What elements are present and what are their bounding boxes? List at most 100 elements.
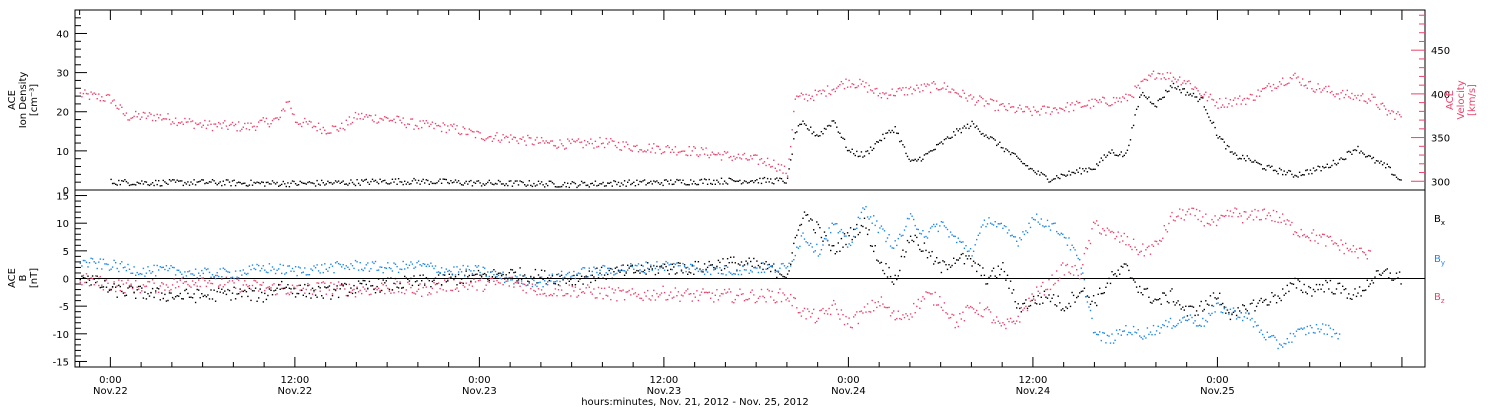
- data-point: [899, 87, 901, 89]
- xtick-time-label: 12:00: [649, 375, 678, 386]
- data-point: [653, 289, 655, 292]
- data-point: [1036, 173, 1038, 175]
- data-point: [334, 180, 337, 182]
- data-point: [817, 317, 820, 320]
- data-point: [611, 277, 613, 280]
- data-point: [1303, 85, 1305, 87]
- data-point: [1314, 91, 1316, 93]
- data-point: [231, 121, 234, 124]
- data-point: [1179, 304, 1181, 306]
- data-point: [347, 124, 349, 126]
- data-point: [1348, 150, 1350, 153]
- data-point: [1003, 105, 1006, 107]
- data-point: [580, 275, 583, 277]
- data-point: [324, 129, 326, 131]
- data-point: [416, 290, 418, 293]
- data-point: [1345, 288, 1347, 290]
- data-point: [1026, 309, 1029, 312]
- data-point: [860, 211, 863, 214]
- data-point: [580, 268, 583, 270]
- data-point: [376, 289, 378, 291]
- data-point: [647, 262, 649, 264]
- data-point: [337, 180, 340, 182]
- data-point: [471, 285, 474, 287]
- data-point: [1295, 175, 1298, 177]
- data-point: [765, 164, 767, 167]
- data-point: [1025, 164, 1027, 167]
- data-point: [836, 308, 838, 311]
- data-point: [1340, 239, 1342, 241]
- data-point: [722, 154, 724, 156]
- data-point: [516, 282, 518, 284]
- data-point: [617, 287, 620, 289]
- data-point: [216, 290, 218, 293]
- data-point: [1378, 273, 1381, 276]
- data-point: [742, 293, 744, 295]
- data-point: [500, 139, 503, 141]
- data-point: [258, 297, 260, 299]
- data-point: [1123, 330, 1125, 332]
- data-point: [1288, 169, 1290, 172]
- data-point: [791, 252, 793, 254]
- data-point: [148, 112, 151, 114]
- data-point: [507, 184, 509, 187]
- data-point: [877, 301, 879, 303]
- data-point: [367, 262, 369, 264]
- data-point: [414, 281, 417, 283]
- data-point: [710, 154, 712, 156]
- data-point: [407, 278, 409, 280]
- data-point: [1103, 154, 1105, 156]
- data-point: [877, 141, 879, 143]
- data-point: [254, 268, 257, 271]
- xtick-date-label: Nov.23: [462, 386, 497, 397]
- data-point: [1392, 111, 1395, 113]
- data-point: [900, 235, 903, 237]
- data-point: [859, 217, 861, 220]
- data-point: [174, 296, 177, 298]
- data-point: [1128, 94, 1130, 96]
- data-point: [274, 272, 277, 275]
- data-point: [228, 280, 231, 282]
- ytick-label-density: 20: [56, 108, 69, 119]
- data-point: [677, 179, 680, 182]
- data-point: [324, 282, 326, 284]
- data-point: [691, 265, 693, 267]
- data-point: [859, 78, 861, 81]
- data-point: [1194, 320, 1196, 322]
- data-point: [823, 237, 826, 240]
- data-point: [1357, 292, 1359, 294]
- data-point: [362, 180, 364, 182]
- data-point: [1177, 79, 1179, 81]
- data-point: [542, 184, 544, 186]
- data-point: [610, 267, 612, 270]
- data-point: [1155, 106, 1158, 108]
- data-point: [190, 296, 192, 298]
- data-point: [344, 267, 346, 270]
- data-point: [253, 125, 255, 127]
- data-point: [1254, 159, 1256, 162]
- data-point: [82, 92, 85, 95]
- data-point: [988, 276, 990, 279]
- data-point: [333, 288, 335, 291]
- data-point: [834, 253, 836, 255]
- data-point: [737, 153, 740, 155]
- data-point: [972, 260, 975, 262]
- data-point: [213, 289, 215, 291]
- data-point: [513, 271, 515, 274]
- data-point: [1056, 305, 1058, 307]
- data-point: [647, 267, 649, 270]
- data-point: [657, 182, 660, 184]
- data-point: [274, 289, 277, 291]
- data-point: [810, 218, 812, 220]
- data-point: [665, 265, 667, 268]
- data-point: [1383, 162, 1385, 164]
- data-point: [1374, 276, 1376, 278]
- data-point: [91, 275, 94, 277]
- data-point: [208, 271, 211, 274]
- data-point: [327, 132, 329, 134]
- data-point: [499, 180, 501, 183]
- data-point: [886, 237, 889, 239]
- data-point: [1157, 299, 1159, 301]
- data-point: [457, 132, 460, 134]
- data-point: [165, 300, 168, 302]
